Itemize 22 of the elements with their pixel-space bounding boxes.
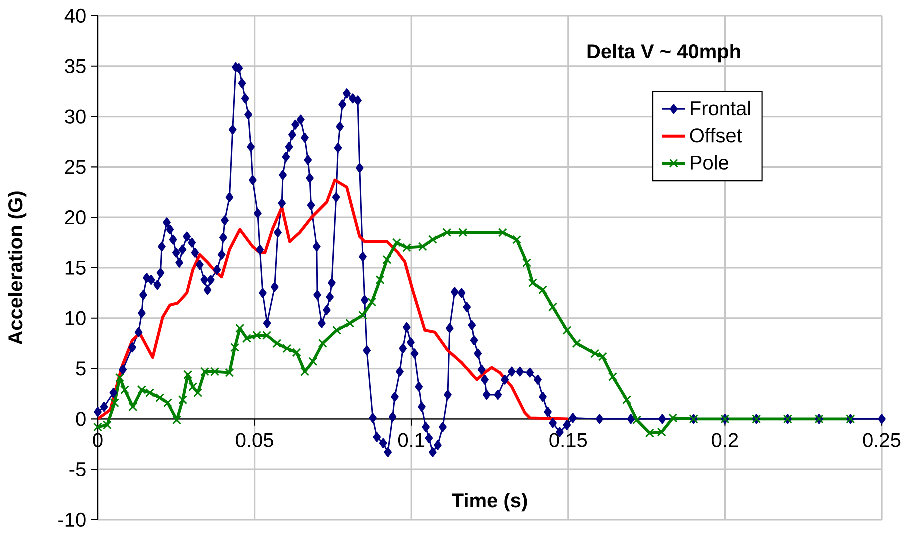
x-tick-label: 0.2 xyxy=(712,433,738,448)
y-tick-label: 40 xyxy=(64,8,86,24)
y-tick-label: 20 xyxy=(65,210,86,225)
legend-label: Offset xyxy=(690,128,742,143)
y-tick-label: 0 xyxy=(76,412,86,426)
y-tick-label: 15 xyxy=(66,261,86,275)
text: Delta V ~ 40mph xyxy=(588,44,740,63)
y-tick-label: 30 xyxy=(65,110,86,124)
x-axis-title: Time (s) xyxy=(452,493,528,512)
legend-label: Frontal xyxy=(691,100,750,116)
x-tick-label: 0.05 xyxy=(236,433,274,448)
legend-label: Pole xyxy=(691,155,729,170)
y-tick-label: 35 xyxy=(65,59,86,74)
x-tick-label: 0.1 xyxy=(398,433,425,448)
y-tick-label: -10 xyxy=(58,512,86,528)
y-tick-label: 25 xyxy=(65,160,86,174)
y-tick-label: -5 xyxy=(70,462,86,477)
x-tick-label: 0.15 xyxy=(550,433,588,448)
y-axis-title: Acceleration (G) xyxy=(8,192,27,345)
y-tick-label: 5 xyxy=(76,362,86,376)
y-tick-label: 10 xyxy=(66,311,86,326)
x-tick-label: 0.25 xyxy=(863,433,901,448)
